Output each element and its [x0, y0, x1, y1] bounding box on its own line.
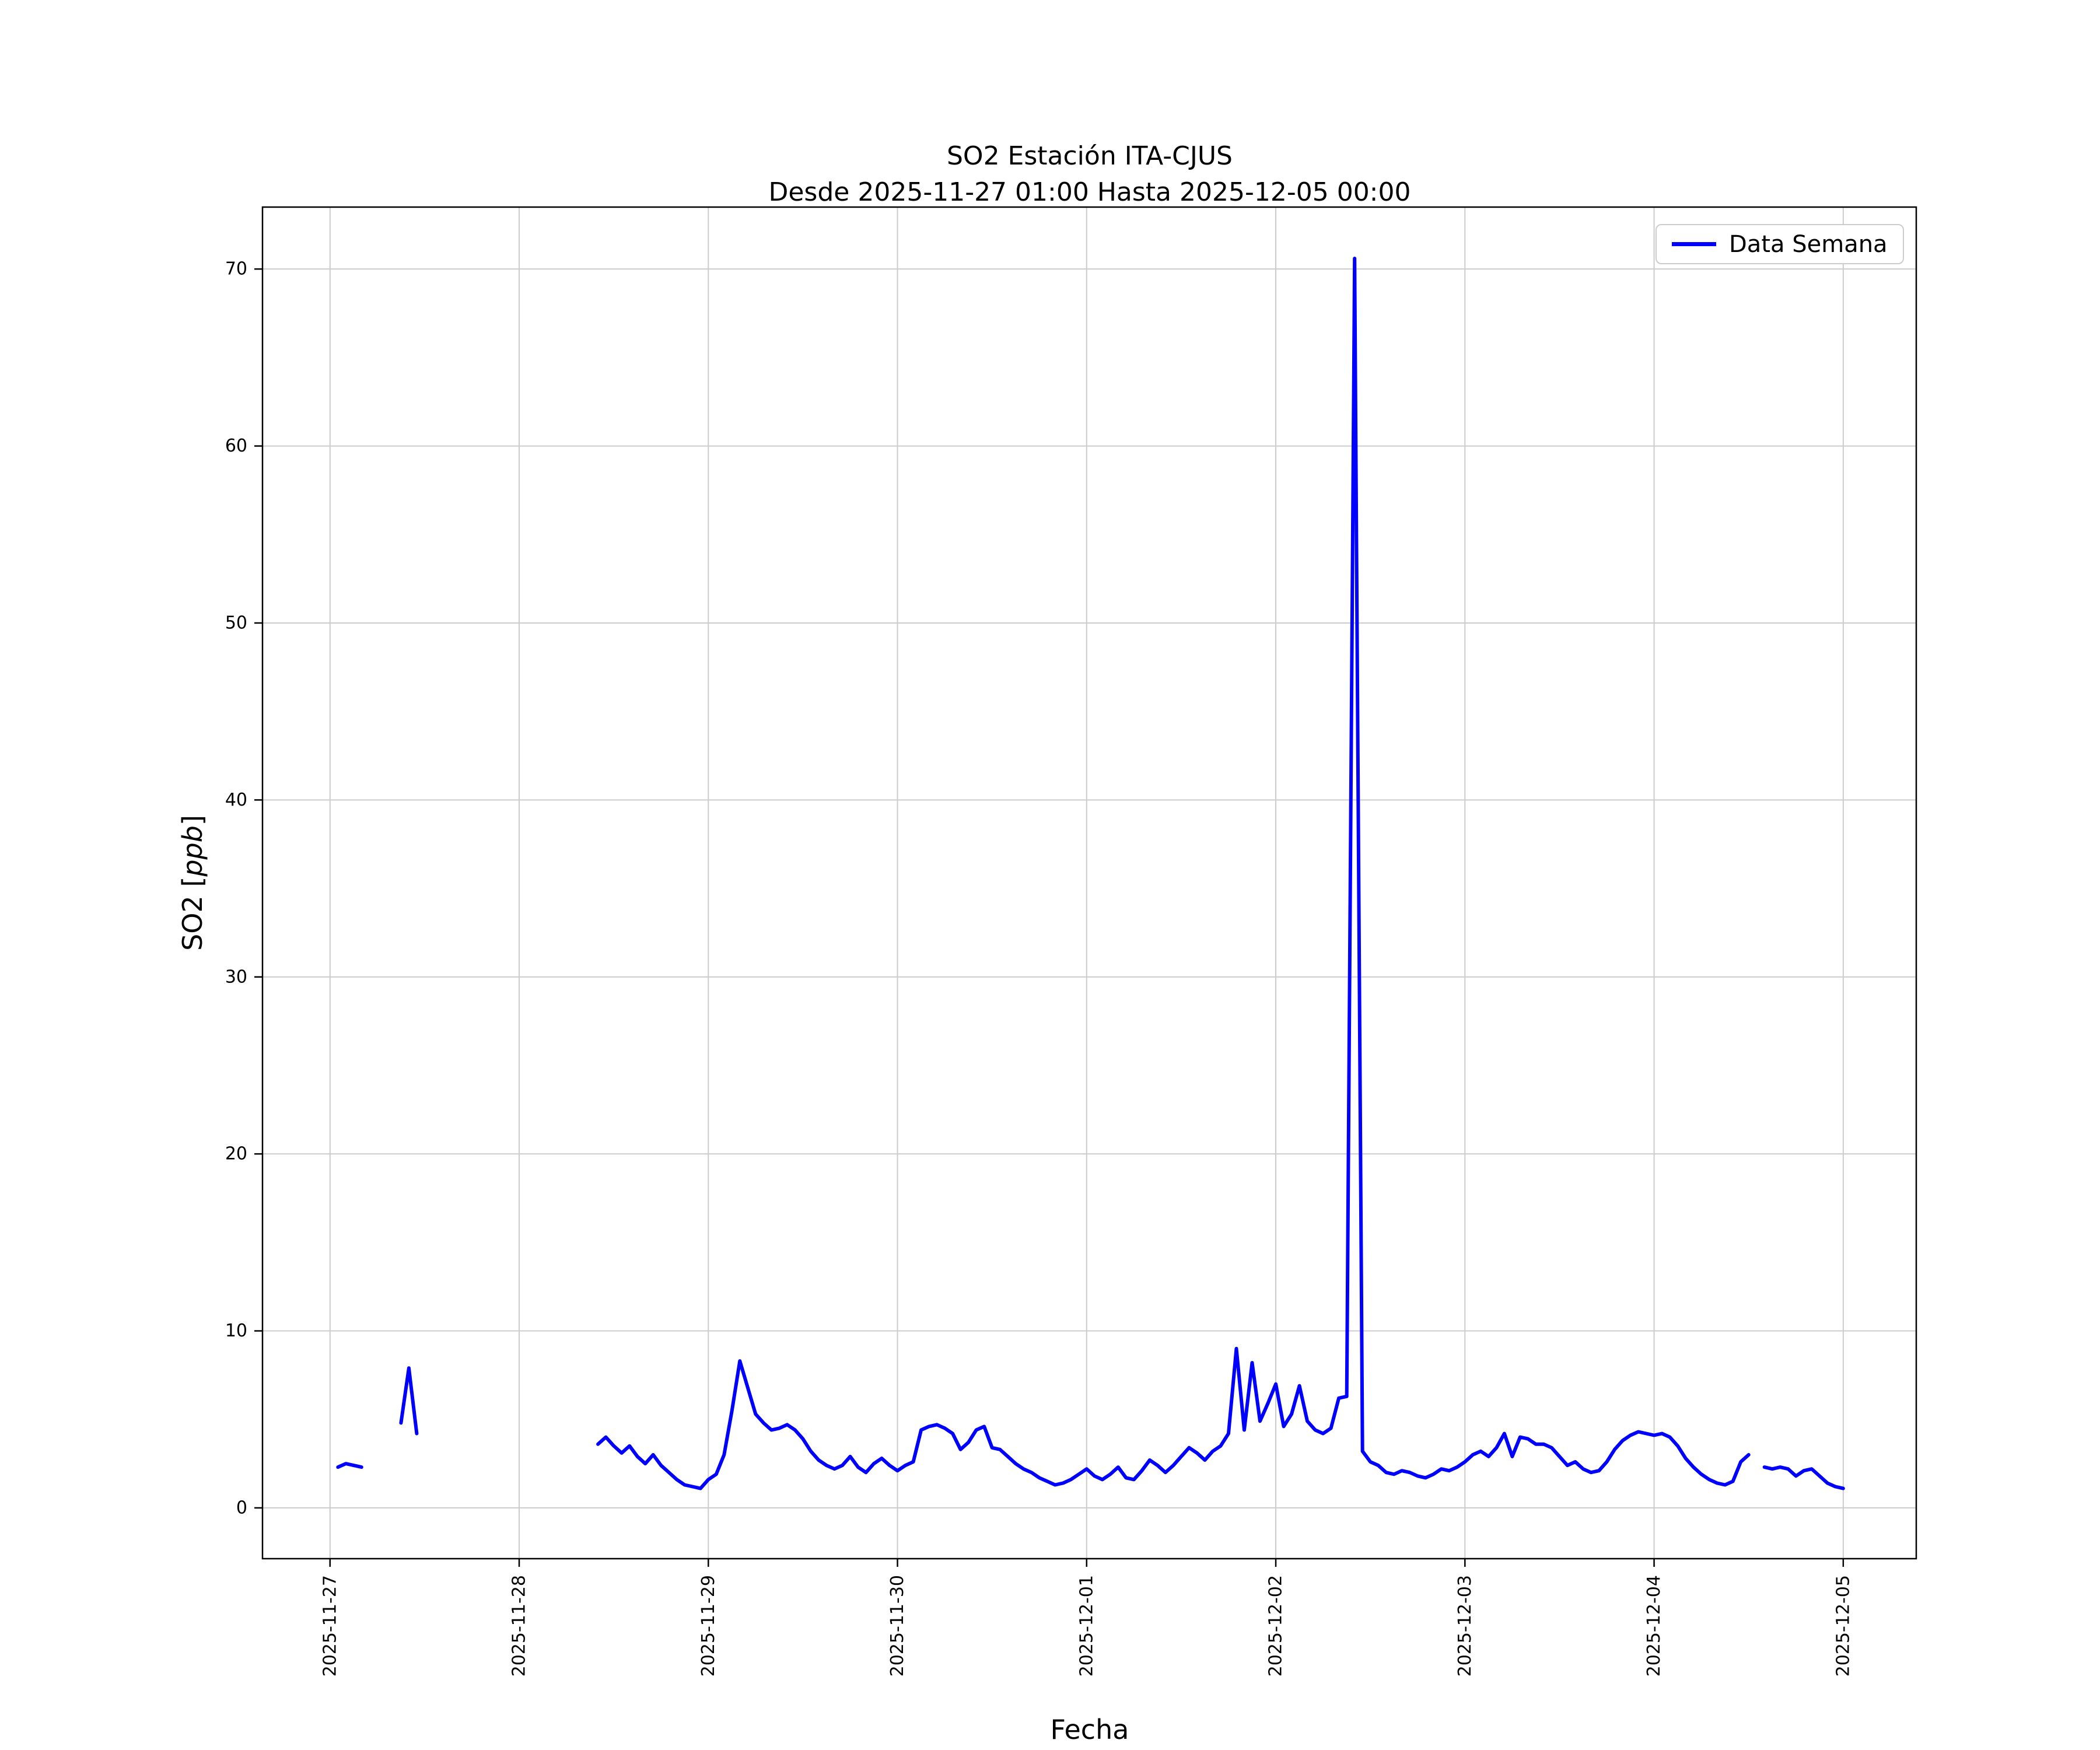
y-tick-label: 30: [225, 967, 247, 987]
data-line-segment: [596, 257, 1751, 1490]
y-tick-label: 20: [225, 1144, 247, 1164]
x-tick-label: 2025-12-03: [1455, 1575, 1475, 1676]
x-tick-label: 2025-12-01: [1076, 1575, 1097, 1676]
x-axis-label: Fecha: [1051, 1714, 1129, 1745]
chart-subtitle: Desde 2025-11-27 01:00 Hasta 2025-12-05 …: [768, 177, 1410, 207]
x-tick-label: 2025-12-05: [1833, 1575, 1853, 1676]
data-line-segment: [399, 1366, 419, 1436]
y-tick-label: 70: [225, 259, 247, 279]
data-line-segment: [336, 1462, 363, 1469]
y-tick-label: 50: [225, 612, 247, 633]
y-axis-label-group: SO2 [ppb]: [177, 815, 208, 951]
y-tick-label: 60: [225, 436, 247, 456]
legend: Data Semana: [1656, 224, 1904, 264]
x-tick-label: 2025-11-27: [320, 1575, 340, 1676]
chart-title: SO2 Estación ITA-CJUS: [947, 141, 1233, 171]
data-layer: [336, 257, 1845, 1490]
tick-layer: 2025-11-27 2025-11-28 2025-11-29 2025-11-30…: [225, 259, 1854, 1677]
x-tick-label: 2025-11-28: [509, 1575, 530, 1676]
legend-line-sample: [1672, 242, 1716, 246]
x-tick-label: 2025-12-02: [1266, 1575, 1286, 1676]
data-line-segment: [1762, 1465, 1845, 1490]
plot-frame: [261, 206, 1917, 1560]
y-tick-label: 10: [225, 1321, 247, 1341]
y-tick-label: 0: [236, 1497, 247, 1518]
legend-label: Data Semana: [1729, 230, 1888, 258]
grid-layer: [262, 207, 1916, 1559]
x-tick-label: 2025-11-30: [887, 1575, 908, 1676]
x-tick-label: 2025-12-04: [1644, 1575, 1664, 1676]
y-axis-label: SO2 [ppb]: [177, 815, 208, 951]
y-tick-label: 40: [225, 790, 247, 810]
x-tick-label: 2025-11-29: [698, 1575, 719, 1676]
